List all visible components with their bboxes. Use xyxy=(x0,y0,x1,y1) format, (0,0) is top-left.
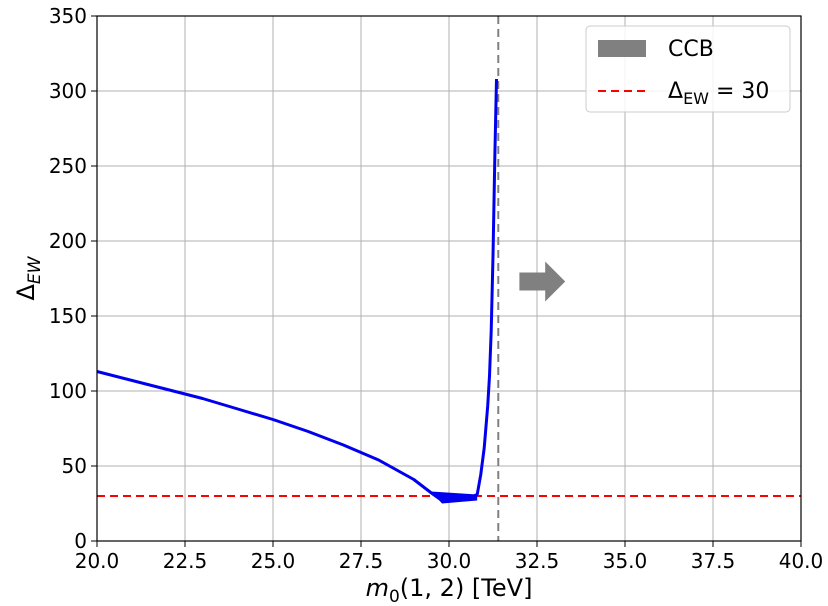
legend-label-ccb: CCB xyxy=(668,37,714,62)
y-tick-label: 250 xyxy=(49,154,87,178)
y-tick-label: 100 xyxy=(49,379,87,403)
series-line xyxy=(96,78,498,502)
x-tick-label: 27.5 xyxy=(339,549,384,573)
legend-label-delta-rest: = 30 xyxy=(709,79,769,104)
series-band xyxy=(431,491,478,504)
legend-label-delta-sub: EW xyxy=(683,89,709,108)
tick-marks xyxy=(91,15,802,547)
x-tick-label: 32.5 xyxy=(515,549,560,573)
y-tick-label: 0 xyxy=(74,529,87,553)
y-tick-label: 50 xyxy=(62,454,87,478)
y-axis-label: ΔEW xyxy=(12,255,45,300)
y-tick-label: 150 xyxy=(49,304,87,328)
legend-label-delta-base: Δ xyxy=(668,79,683,104)
x-tick-label: 37.5 xyxy=(691,549,736,573)
series-group xyxy=(96,78,498,504)
x-tick-label: 40.0 xyxy=(779,549,824,573)
ccb-arrow-shape xyxy=(519,261,566,302)
x-tick-label: 30.0 xyxy=(427,549,472,573)
y-axis-label-base: Δ xyxy=(12,283,40,300)
x-axis-label-base: m xyxy=(366,574,389,602)
legend-swatch-ccb xyxy=(598,40,646,57)
x-tick-labels: 20.0 22.5 25.0 27.5 30.0 32.5 35.0 37.5 40.0 xyxy=(75,549,824,573)
x-tick-label: 22.5 xyxy=(163,549,208,573)
y-axis-label-sub: EW xyxy=(25,255,45,284)
y-tick-labels: 0 50 100 150 200 250 300 350 xyxy=(49,4,87,553)
ccb-arrow xyxy=(519,261,566,302)
x-axis-label-sub: 0 xyxy=(389,587,400,606)
x-axis-label-rest: (1, 2) [TeV] xyxy=(400,574,533,602)
x-tick-label: 25.0 xyxy=(251,549,296,573)
legend-label-delta-ew: ΔEW = 30 xyxy=(668,79,769,108)
x-axis-label: m0(1, 2) [TeV] xyxy=(366,574,533,606)
x-tick-label: 20.0 xyxy=(75,549,120,573)
x-tick-label: 35.0 xyxy=(603,549,648,573)
legend: CCB ΔEW = 30 xyxy=(585,25,791,113)
y-tick-label: 300 xyxy=(49,79,87,103)
y-tick-label: 350 xyxy=(49,4,87,28)
y-tick-label: 200 xyxy=(49,229,87,253)
